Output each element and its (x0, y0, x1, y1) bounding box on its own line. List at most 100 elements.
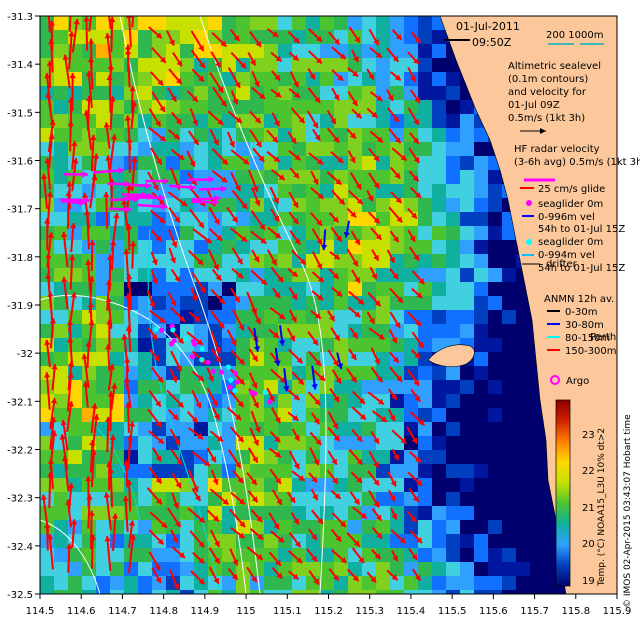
sst-cell (110, 72, 125, 87)
sst-cell (474, 156, 489, 171)
sst-cell (222, 226, 237, 241)
sst-cell (530, 590, 545, 594)
sst-cell (208, 352, 223, 367)
sst-cell (530, 562, 545, 577)
sst-cell (460, 198, 475, 213)
sst-cell (516, 520, 531, 535)
sst-cell (68, 240, 83, 255)
sst-cell (488, 562, 503, 577)
velocity-arrow (108, 16, 112, 30)
sst-cell (68, 142, 83, 157)
velocity-arrow (351, 49, 360, 63)
velocity-arrow (351, 406, 367, 421)
altimetric-line-3: and velocity for (508, 87, 587, 98)
velocity-arrow (369, 47, 383, 59)
sst-cell (474, 310, 489, 325)
sst-cell (180, 548, 195, 563)
sst-cell (236, 422, 251, 437)
sst-cell (180, 72, 195, 87)
velocity-arrow (167, 291, 177, 307)
sst-cell (96, 86, 111, 101)
sst-cell (152, 478, 167, 493)
sst-cell (96, 240, 111, 255)
velocity-arrow (407, 229, 416, 243)
sst-cell (54, 506, 69, 521)
sst-cell (502, 324, 517, 339)
velocity-arrow (210, 310, 225, 329)
velocity-arrow (283, 368, 290, 392)
velocity-arrow (147, 327, 158, 341)
sst-cell (264, 352, 279, 367)
velocity-arrow (266, 28, 279, 38)
sst-cell (250, 534, 265, 549)
sst-cell (124, 156, 139, 171)
y-tick-label: -32.2 (7, 446, 33, 457)
sst-cell (278, 408, 293, 423)
sst-cell (460, 478, 475, 493)
sst-cell (68, 324, 83, 339)
sst-cell (264, 534, 279, 549)
velocity-arrow (166, 389, 185, 409)
velocity-arrow (249, 427, 259, 446)
velocity-arrow (167, 191, 188, 207)
sst-cell (432, 282, 447, 297)
velocity-arrow (251, 249, 260, 263)
velocity-arrow (288, 450, 300, 470)
sst-cell (362, 114, 377, 129)
velocity-arrow (350, 471, 363, 484)
sst-cell (432, 450, 447, 465)
glider-marker (153, 326, 159, 332)
sst-cell (516, 590, 531, 594)
velocity-arrow (230, 527, 246, 539)
glider-marker (191, 341, 198, 347)
velocity-arrow (44, 218, 51, 251)
velocity-arrow (288, 149, 301, 161)
velocity-arrow (63, 170, 88, 178)
seaglider-line-4: seaglider 0m (538, 237, 603, 248)
velocity-arrow (310, 509, 324, 525)
velocity-arrow (327, 426, 341, 442)
velocity-arrow (408, 547, 418, 561)
sst-cell (404, 422, 419, 437)
sst-cell (502, 506, 517, 521)
sst-cell (250, 590, 265, 594)
sst-cell (208, 296, 223, 311)
sst-cell (362, 16, 377, 31)
sst-cell (292, 142, 307, 157)
sst-cell (320, 576, 335, 591)
sst-cell (194, 464, 209, 479)
sst-cell (376, 30, 391, 45)
velocity-arrow (127, 534, 137, 574)
sst-cell (194, 422, 209, 437)
sst-cell (502, 562, 517, 577)
sst-cell (320, 226, 335, 241)
sst-cell (278, 310, 293, 325)
velocity-arrow (390, 166, 401, 180)
sst-cell (432, 268, 447, 283)
sst-cell (194, 520, 209, 535)
sst-cell (334, 380, 349, 395)
sst-cell (306, 576, 321, 591)
sst-cell (250, 44, 265, 59)
sst-cell (502, 268, 517, 283)
sst-cell (222, 268, 237, 283)
sst-cell (446, 114, 461, 129)
velocity-arrow (407, 51, 420, 65)
velocity-arrow (391, 147, 408, 162)
sst-cell (320, 86, 335, 101)
sst-cell (180, 212, 195, 227)
sst-cell (516, 506, 531, 521)
velocity-arrow (206, 387, 218, 407)
sst-cell (390, 464, 405, 479)
sst-cell (292, 590, 307, 594)
time-label: 09:50Z (472, 36, 512, 49)
velocity-arrow (371, 249, 380, 262)
sst-cell (432, 380, 447, 395)
velocity-arrow (386, 47, 400, 63)
sst-cell (404, 394, 419, 409)
sst-cell (82, 44, 97, 59)
y-tick-label: -31.3 (7, 12, 33, 23)
sst-cell (110, 156, 125, 171)
velocity-arrow (186, 90, 199, 103)
sst-cell (334, 478, 349, 493)
